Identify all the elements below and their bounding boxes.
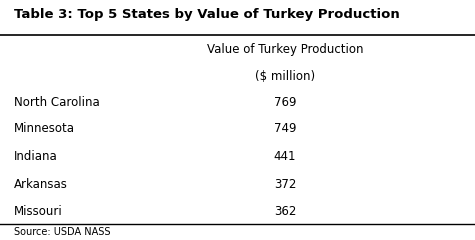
- Text: Indiana: Indiana: [14, 150, 58, 163]
- Text: North Carolina: North Carolina: [14, 96, 100, 109]
- Text: 372: 372: [274, 178, 296, 191]
- Text: Missouri: Missouri: [14, 205, 63, 218]
- Text: Minnesota: Minnesota: [14, 122, 75, 135]
- Text: 769: 769: [274, 96, 296, 109]
- Text: 749: 749: [274, 122, 296, 135]
- Text: 362: 362: [274, 205, 296, 218]
- Text: Source: USDA NASS: Source: USDA NASS: [14, 227, 111, 237]
- Text: Value of Turkey Production: Value of Turkey Production: [207, 43, 363, 56]
- Text: ($ million): ($ million): [255, 70, 315, 83]
- Text: 441: 441: [274, 150, 296, 163]
- Text: Arkansas: Arkansas: [14, 178, 68, 191]
- Text: Table 3: Top 5 States by Value of Turkey Production: Table 3: Top 5 States by Value of Turkey…: [14, 8, 400, 21]
